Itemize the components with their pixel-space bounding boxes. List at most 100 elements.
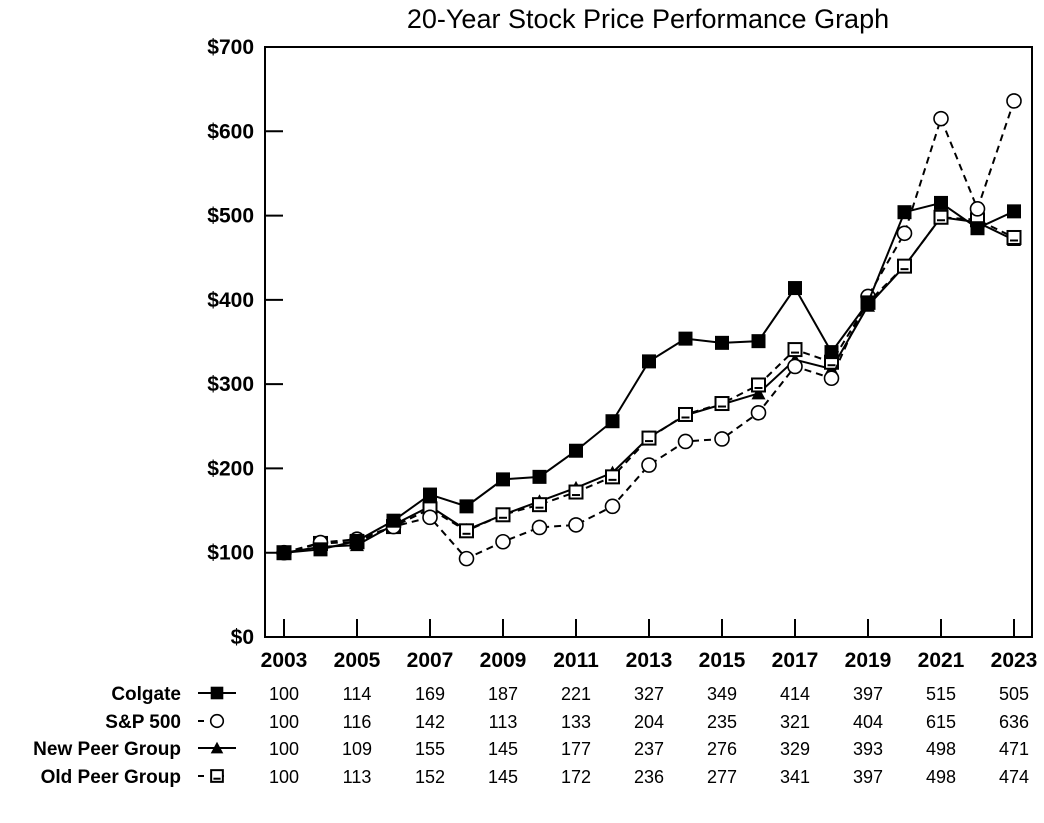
row-label: Old Peer Group (41, 767, 181, 788)
table-cell: 236 (634, 767, 664, 787)
table-row: Colgate 100 114 169 187 221 327 349 414 397 515 505 (111, 684, 1029, 705)
table-cell: 327 (634, 684, 664, 704)
y-axis: $0 $100 $200 $300 $400 $500 $600 $700 (207, 36, 283, 649)
table-cell: 498 (926, 739, 956, 759)
table-cell: 133 (561, 712, 591, 732)
data-point-open-circle (641, 457, 657, 473)
table-cell: 145 (488, 739, 518, 759)
data-point-filled-square (970, 221, 985, 236)
table-cell: 177 (561, 739, 591, 759)
table-row: S&P 500 100 116 142 113 133 204 235 321 404 615 636 (105, 712, 1029, 733)
table-cell: 113 (343, 767, 372, 787)
table-cell: 349 (707, 684, 737, 704)
x-tick-label: 2009 (480, 649, 527, 672)
table-cell: 113 (489, 712, 518, 732)
table-cell: 277 (707, 767, 737, 787)
data-point-open-square (933, 209, 949, 225)
data-point-filled-square (897, 205, 912, 220)
data-point-filled-square (423, 487, 437, 502)
data-point-filled-square (386, 513, 401, 528)
x-tick-label: 2017 (772, 649, 819, 672)
table-cell: 471 (999, 739, 1029, 759)
data-point-open-circle (823, 370, 840, 387)
x-tick-label: 2011 (553, 649, 599, 672)
table-cell: 329 (780, 739, 810, 759)
y-tick-label: $600 (207, 120, 254, 143)
series-group (276, 93, 1022, 567)
table-cell: 515 (926, 684, 956, 704)
table-cell: 414 (780, 684, 810, 704)
data-point-filled-square (569, 443, 583, 458)
data-point-open-square (751, 377, 766, 393)
series-old-peer-group (276, 209, 1022, 561)
data-point-open-circle (677, 433, 694, 450)
data-point-filled-square (788, 281, 802, 296)
table-cell: 172 (561, 767, 591, 787)
y-tick-label: $500 (207, 205, 254, 228)
table-row: New Peer Group 100 109 155 145 177 237 276 329 39… (33, 739, 1029, 760)
data-point-open-square (897, 258, 912, 274)
table-cell: 114 (343, 684, 372, 704)
data-point-filled-square (861, 295, 875, 310)
table-cell: 100 (269, 684, 299, 704)
row-label: New Peer Group (33, 739, 181, 760)
data-point-open-circle (896, 225, 913, 242)
data-point-open-circle (422, 509, 438, 526)
data-point-filled-square (824, 345, 839, 360)
table-cell: 404 (853, 712, 883, 732)
data-point-filled-square (277, 545, 291, 560)
table-cell: 498 (926, 767, 956, 787)
y-tick-label: $200 (207, 457, 254, 480)
row-label: S&P 500 (105, 712, 181, 733)
data-point-open-circle (787, 358, 803, 375)
series-line (283, 201, 1015, 554)
y-tick-label: $400 (207, 289, 254, 312)
table-cell: 221 (561, 684, 591, 704)
table-cell: 474 (999, 767, 1029, 787)
data-point-open-circle (750, 404, 767, 421)
y-tick-label: $700 (207, 36, 254, 59)
data-point-open-square (1006, 229, 1022, 245)
table-cell: 187 (488, 684, 518, 704)
data-point-open-circle (933, 110, 949, 127)
data-point-open-circle (531, 519, 548, 536)
data-point-filled-square (678, 331, 693, 346)
data-point-open-circle (209, 713, 225, 729)
x-tick-label: 2019 (845, 649, 892, 672)
data-point-open-circle (458, 550, 475, 567)
table-cell: 341 (780, 767, 810, 787)
data-point-filled-square (210, 686, 224, 700)
data-table: Colgate 100 114 169 187 221 327 349 414 397 515 505… (33, 684, 1029, 788)
table-cell: 116 (343, 712, 372, 732)
data-point-open-circle (1006, 93, 1022, 109)
data-point-open-square (605, 469, 620, 485)
data-point-filled-square (715, 335, 729, 350)
data-point-open-square (678, 406, 693, 422)
row-label: Colgate (111, 684, 181, 705)
table-cell: 204 (634, 712, 664, 732)
data-point-filled-triangle (210, 741, 224, 754)
table-row: Old Peer Group 100 113 152 145 172 236 277 341 39… (41, 767, 1029, 788)
data-point-open-circle (714, 431, 730, 447)
table-cell: 109 (342, 739, 372, 759)
y-tick-label: $300 (207, 373, 254, 396)
data-point-open-circle (568, 517, 584, 533)
table-cell: 237 (634, 739, 664, 759)
data-point-open-circle (604, 498, 621, 515)
data-point-filled-square (350, 533, 364, 548)
table-cell: 100 (269, 739, 299, 759)
data-point-open-square (714, 396, 730, 412)
data-point-filled-square (459, 499, 474, 514)
y-tick-label: $100 (207, 542, 254, 565)
table-cell: 397 (853, 767, 883, 787)
data-point-filled-square (313, 542, 328, 557)
series-colgate (277, 195, 1021, 560)
table-cell: 276 (707, 739, 737, 759)
x-tick-label: 2021 (918, 649, 965, 672)
data-point-open-square (641, 430, 657, 446)
data-point-open-circle (495, 533, 511, 550)
table-cell: 155 (415, 739, 445, 759)
data-point-open-square (532, 497, 547, 513)
data-point-filled-triangle (751, 386, 766, 400)
table-cell: 397 (853, 684, 883, 704)
